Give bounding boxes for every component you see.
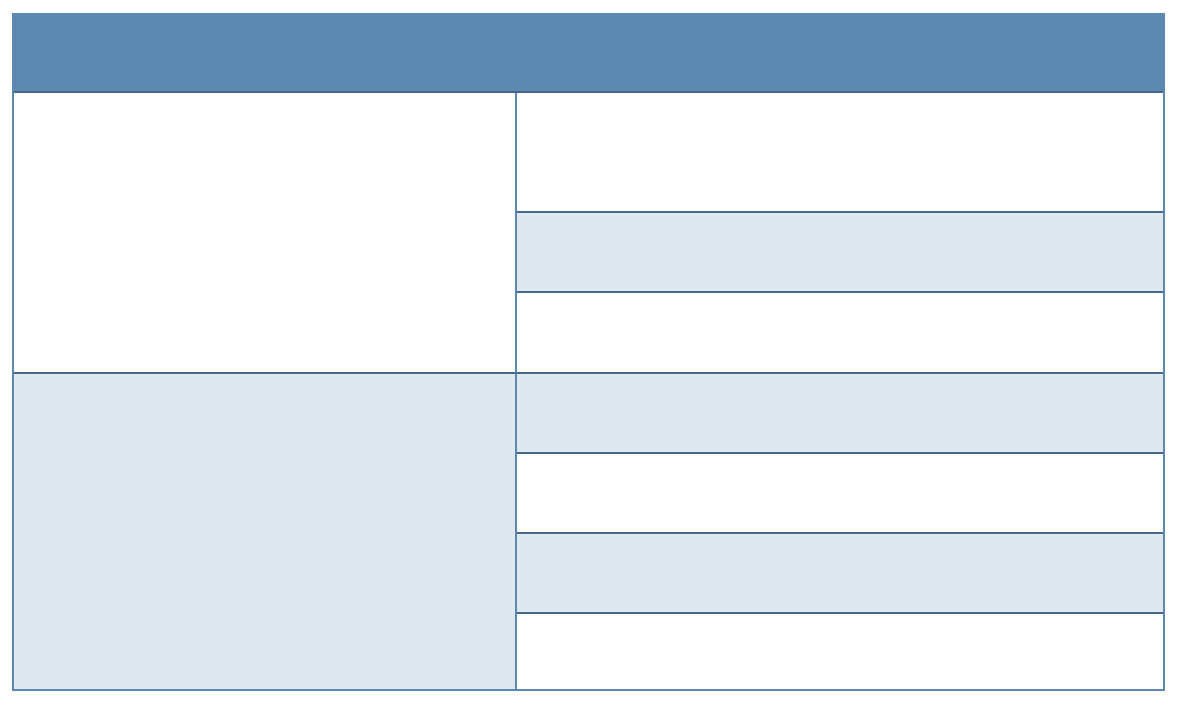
group-cell-1 [14,93,517,372]
table [12,13,1165,691]
table-row [517,93,1163,211]
group-cell-2 [14,372,517,689]
table-row [517,291,1163,372]
table-row [517,372,1163,452]
table-row [517,452,1163,532]
table-row [517,532,1163,612]
table-header [14,13,1163,93]
table-row [517,211,1163,291]
table-row [517,612,1163,689]
